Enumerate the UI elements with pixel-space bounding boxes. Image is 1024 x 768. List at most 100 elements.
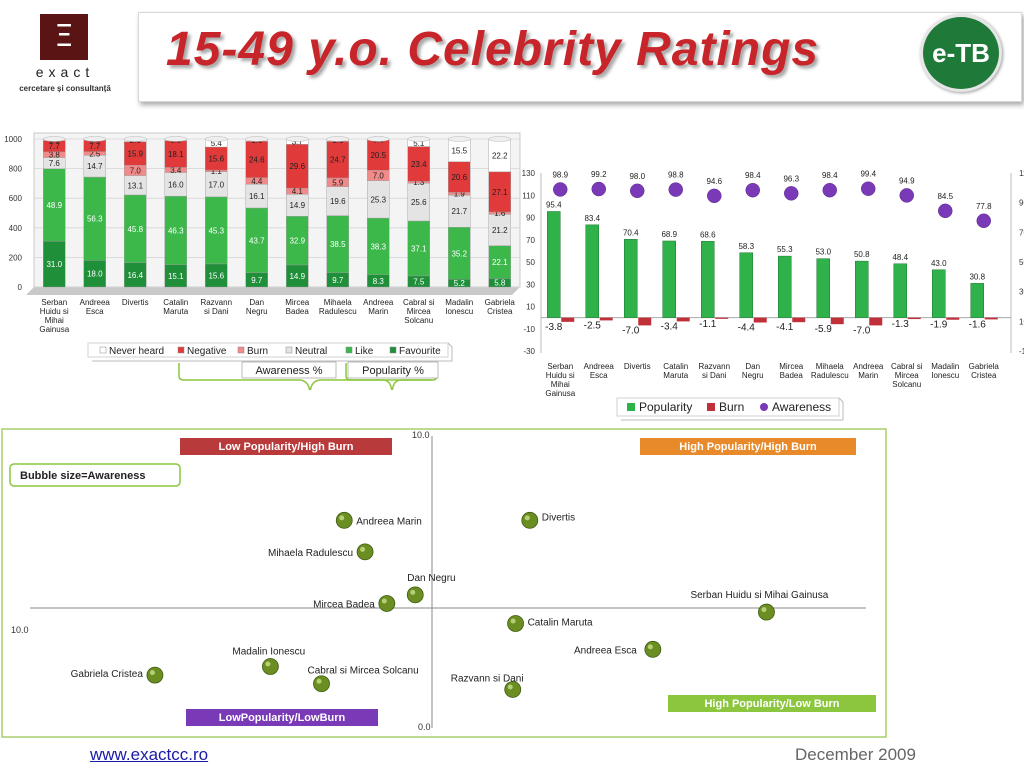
chart1-legend-label-burn: Burn (247, 346, 268, 357)
popularity-burn-chart: 130 110 90 70 50 30 10 -10 -30 110 90 70 50 30 10 -10 95… (522, 169, 1024, 421)
chart2-legend-shadow (621, 397, 844, 421)
chart2-category-label: Negru (742, 371, 764, 380)
chart3-axis-bottom-label: 0.0 (418, 722, 431, 732)
chart1-data-label: 21.2 (492, 226, 508, 235)
footer-website-link[interactable]: www.exactcc.ro (90, 745, 209, 764)
bubble-highlight (410, 589, 416, 595)
bubble-scatter-chart: 10.0 10.0 0.0 Low Popularity/High Burn High … (1, 428, 887, 738)
chart1-data-label: 5.9 (332, 178, 344, 187)
chart1-data-label: 5.2 (454, 279, 466, 288)
chart1-legend-label-favourite: Favourite (399, 346, 441, 357)
chart1-legend-swatch-like (345, 346, 353, 354)
chart1-bar-top (245, 136, 268, 142)
chart2-awareness-label: 84.5 (937, 192, 953, 201)
chart2-category-label: Andreea (584, 362, 615, 371)
chart2-popularity-label: 68.6 (700, 230, 716, 239)
bubble-size-note-box (9, 463, 181, 487)
chart1-data-label: 1.1 (211, 167, 223, 176)
chart2-burn-bar-gabriela-cristea (984, 317, 998, 320)
etb-logo-text: e-TB (932, 38, 990, 68)
chart1-data-label: 18.1 (168, 150, 184, 159)
chart2-right-tick: 110 (1019, 169, 1024, 178)
chart1-bar-top (326, 136, 349, 142)
bubble-highlight (524, 515, 530, 521)
chart1-category-label: Esca (86, 307, 104, 316)
chart2-burn-label: -1.1 (699, 319, 717, 330)
chart1-data-label: 56.3 (87, 215, 103, 224)
chart1-data-label: 9.7 (332, 276, 344, 285)
quadrant-label-top-left: Low Popularity/High Burn (218, 441, 353, 453)
chart1-data-label: 1.3 (413, 178, 425, 187)
chart1-category-label: si Dani (204, 307, 229, 316)
chart1-category-label: Cristea (487, 307, 513, 316)
quadrant-top-right (640, 438, 856, 455)
bubble-label-madalin-ionescu: Madalin Ionescu (232, 647, 305, 658)
chart2-awareness-point-catalin-maruta (668, 182, 683, 197)
chart1-data-label: 48.9 (46, 201, 62, 210)
chart2-awareness-point-divertis (630, 183, 645, 199)
bubble-divertis (521, 511, 539, 529)
chart2-category-label: Cabral si (891, 362, 923, 371)
chart2-popularity-label: 48.4 (892, 253, 908, 262)
chart2-burn-label: -1.6 (969, 319, 987, 330)
chart2-category-label: si Dani (702, 371, 727, 380)
bubble-highlight (316, 678, 322, 684)
chart2-popularity-label: 58.3 (738, 242, 754, 251)
bubble-label-razvann-si-dani: Razvann si Dani (451, 673, 524, 684)
chart1-data-label: 29.6 (289, 162, 305, 171)
chart1-legend-swatch-favourite (389, 346, 397, 354)
bubble-highlight (647, 644, 653, 650)
chart1-data-label: 4.1 (292, 187, 304, 196)
bubble-highlight (761, 607, 767, 613)
chart2-burn-bar-catalin-maruta (676, 317, 690, 322)
chart1-category-label: Catalin (163, 298, 188, 307)
chart2-popularity-label: 83.4 (584, 214, 600, 223)
chart2-category-label: Solcanu (892, 380, 921, 389)
bubble-madalin-ionescu (261, 658, 279, 675)
chart1-category-label: Mircea (285, 298, 310, 307)
chart1-data-label: 24.7 (330, 156, 346, 165)
chart2-category-label: Catalin (663, 362, 688, 371)
chart1-legend-box (87, 342, 449, 358)
awareness-bracket-box (241, 361, 337, 379)
chart1-legend-shadow (92, 342, 453, 362)
chart1-data-label: 20.5 (370, 151, 386, 160)
bubble-highlight (339, 515, 345, 521)
chart2-legend-box (616, 397, 840, 417)
exact-logo-glyph: Ξ (54, 19, 74, 54)
chart2-category-label: Gabriela (969, 362, 1000, 371)
chart2-popularity-label: 95.4 (546, 200, 562, 209)
chart1-category-label: Cabral si (403, 298, 435, 307)
bubble-highlight (265, 661, 271, 667)
bubble-label-gabriela-cristea: Gabriela Cristea (71, 669, 144, 680)
chart1-data-label: 38.3 (370, 242, 386, 251)
bubble-label-andreea-marin: Andreea Marin (356, 516, 422, 527)
chart3-axis-left-label: 10.0 (11, 625, 29, 635)
chart1-data-label: 16.1 (249, 192, 265, 201)
chart2-legend-swatch-popularity (627, 403, 635, 411)
exact-logo-tagline: cercetare și consultanță (19, 84, 111, 93)
chart1-data-label: 25.6 (411, 198, 427, 207)
quadrant-label-top-right: High Popularity/High Burn (679, 441, 817, 453)
bubble-highlight (507, 684, 513, 690)
chart1-data-label: 38.5 (330, 240, 346, 249)
chart2-awareness-label: 77.8 (976, 202, 992, 211)
bubble-mihaela-radulescu (356, 543, 374, 561)
chart2-awareness-point-serban-huidu-si-mihai-gainusa (553, 182, 568, 197)
chart1-category-label: Marin (368, 307, 388, 316)
chart1-data-label: 27.1 (492, 188, 508, 197)
chart2-left-tick: -10 (523, 325, 535, 334)
bubble-label-cabral-si-mircea-solcanu: Cabral si Mircea Solcanu (308, 666, 419, 677)
chart2-legend-swatch-awareness (760, 403, 768, 411)
chart2-awareness-point-madalin-ionescu (938, 203, 953, 219)
bubble-size-note: Bubble size=Awareness (20, 470, 145, 482)
chart1-floor (26, 287, 520, 295)
chart1-category-label: Serban (41, 298, 67, 307)
chart2-legend-label-burn: Burn (719, 400, 744, 414)
chart1-legend-label-negative: Negative (187, 346, 227, 357)
chart2-category-label: Badea (780, 371, 804, 380)
chart2-right-tick: 10 (1019, 317, 1024, 326)
chart2-burn-bar-madalin-ionescu (946, 317, 960, 320)
chart2-burn-bar-mihaela-radulescu (830, 317, 844, 325)
chart1-ytick-label: 400 (9, 224, 23, 233)
